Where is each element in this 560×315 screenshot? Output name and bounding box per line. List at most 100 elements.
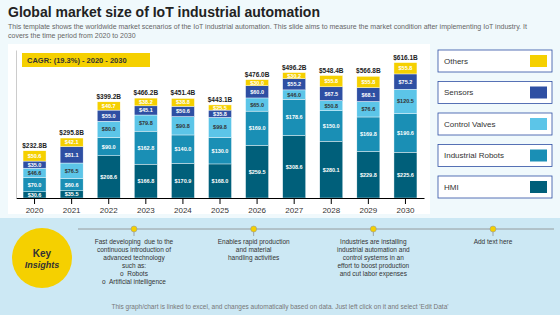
data-label: $170.9 (174, 178, 191, 184)
bar (171, 98, 194, 106)
data-label: $38.8 (176, 99, 190, 105)
x-tick-label: 2027 (285, 206, 303, 215)
x-tick-label: 2030 (397, 206, 415, 215)
cagr-label: CAGR: (19.3%) - 2020 - 2030 (27, 56, 127, 65)
total-label: $496.2B (282, 64, 307, 72)
x-tick-mark (71, 198, 72, 204)
bar (97, 102, 120, 110)
bar (357, 151, 380, 198)
x-tick: 2030 (397, 198, 415, 215)
data-label: $79.8 (139, 120, 153, 126)
timeline (78, 229, 554, 230)
bar (97, 137, 120, 155)
data-label: $35.5 (65, 191, 79, 197)
total-label: $566.8B (356, 67, 381, 75)
data-label: $190.6 (397, 130, 414, 136)
data-label: $280.1 (323, 167, 340, 173)
legend-item: HMI (438, 176, 552, 198)
legend-box (438, 176, 552, 198)
bar (320, 87, 343, 101)
data-label: $60.0 (250, 89, 264, 95)
x-tick: 2021 (63, 198, 81, 215)
bar (209, 105, 232, 110)
bar (209, 138, 232, 164)
total-label: $616.1B (393, 54, 418, 62)
series-3 (23, 74, 417, 168)
legend-label: Control Valves (444, 120, 495, 129)
bar (60, 191, 83, 198)
data-label: $76.6 (361, 106, 375, 112)
legend-swatch (530, 55, 547, 67)
bar (23, 192, 46, 198)
bar (357, 101, 380, 117)
legend-item: Sensors (438, 82, 552, 104)
x-tick-mark (257, 198, 258, 204)
bar (209, 164, 232, 198)
bar (394, 152, 417, 198)
bar (171, 135, 194, 163)
bar (283, 99, 306, 135)
data-label: $30.6 (28, 192, 42, 198)
x-tick: 2029 (359, 198, 377, 215)
data-label: $25.5 (213, 105, 227, 111)
data-label: $30.2 (287, 73, 301, 79)
x-tick-mark (108, 198, 109, 204)
legend-box (438, 145, 552, 167)
legend-label: Industrial Robots (444, 151, 504, 160)
legend-box (438, 113, 552, 135)
data-label: $46.0 (287, 92, 301, 98)
data-label: $130.0 (212, 148, 229, 154)
bar (246, 98, 269, 111)
total-label: $443.1B (208, 96, 233, 104)
bar (60, 147, 83, 163)
legend-box (438, 50, 552, 72)
timeline-dot (131, 226, 137, 232)
bars (23, 63, 417, 198)
bar (171, 117, 194, 135)
data-label: $178.6 (286, 114, 303, 120)
series-1 (23, 99, 417, 192)
x-tick: 2027 (285, 198, 303, 215)
legend-box (438, 82, 552, 104)
x-tick: 2025 (211, 198, 229, 215)
legend-item: Control Valves (438, 113, 552, 135)
insight-text: Enables rapid productionand materialhand… (218, 238, 290, 262)
x-tick-label: 2026 (248, 206, 266, 215)
bar (320, 111, 343, 141)
data-label: $140.0 (174, 146, 191, 152)
data-label: $55.2 (287, 81, 301, 87)
insights-background (0, 218, 560, 315)
bar (97, 110, 120, 121)
data-labels: $30.6$35.5$208.6$166.8$170.9$168.0$259.5… (22, 54, 418, 198)
data-label: $80.0 (102, 126, 116, 132)
legend-label: Others (444, 57, 468, 66)
x-tick-label: 2029 (359, 206, 377, 215)
x-tick: 2024 (174, 198, 192, 215)
data-label: $81.1 (65, 152, 79, 158)
insight-text: Fast developing due to thecontinuous int… (95, 238, 174, 286)
data-label: $50.6 (28, 153, 42, 159)
x-tick-mark (34, 198, 35, 204)
x-tick-mark (294, 198, 295, 204)
bar (246, 111, 269, 145)
cagr-background (22, 53, 150, 67)
legend-swatch (530, 150, 547, 162)
series-4 (23, 63, 417, 161)
bar (209, 117, 232, 137)
series-2 (23, 89, 417, 178)
x-tick-mark (220, 198, 221, 204)
data-label: $120.5 (397, 98, 414, 104)
bar (171, 106, 194, 116)
bar (357, 76, 380, 87)
data-label: $55.8 (399, 65, 413, 71)
x-tick: 2022 (100, 198, 118, 215)
legend: Others Sensors Control Valves Industrial Ro… (438, 50, 552, 198)
data-label: $99.8 (213, 124, 227, 130)
total-label: $451.4B (171, 89, 196, 97)
data-label: $169.8 (360, 131, 377, 137)
x-tick-mark (331, 198, 332, 204)
data-label: $55.8 (324, 78, 338, 84)
data-label: $30.0 (250, 80, 264, 86)
bar (320, 101, 343, 111)
y-axis-line (16, 51, 17, 199)
